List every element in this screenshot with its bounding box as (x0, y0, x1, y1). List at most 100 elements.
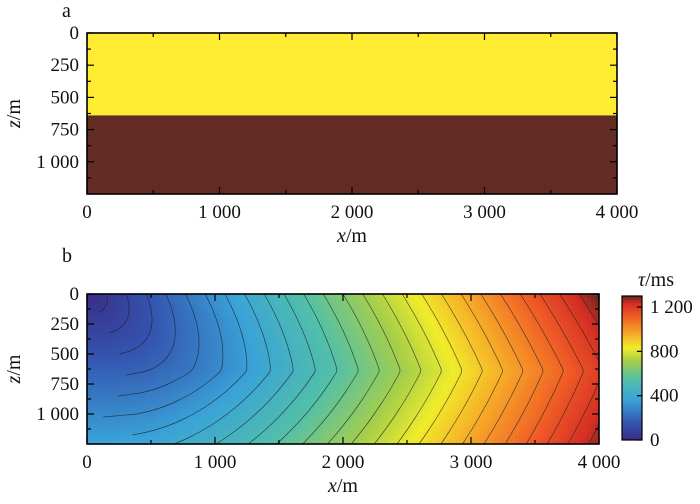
field-cell (335, 396, 340, 402)
field-cell (443, 321, 448, 327)
field-cell (287, 428, 292, 433)
field-cell (491, 424, 496, 429)
field-cell (411, 392, 416, 398)
field-cell (547, 361, 552, 366)
field-cell (567, 345, 572, 350)
field-cell (155, 404, 160, 410)
field-cell (455, 333, 460, 339)
field-cell (555, 440, 560, 444)
field-cell (535, 436, 540, 441)
field-cell (391, 384, 396, 390)
field-cell (147, 376, 152, 382)
field-cell (299, 392, 304, 398)
field-cell (347, 388, 352, 394)
field-cell (263, 432, 268, 437)
field-cell (175, 294, 180, 299)
field-cell (419, 301, 424, 307)
field-cell (375, 321, 380, 327)
field-cell (251, 361, 256, 366)
field-cell (559, 297, 564, 303)
field-cell (575, 372, 580, 378)
field-cell (327, 384, 332, 390)
field-cell (307, 380, 312, 386)
field-cell (459, 313, 464, 319)
field-cell (343, 349, 348, 354)
field-cell (143, 333, 148, 339)
field-cell (115, 345, 120, 350)
field-cell (471, 333, 476, 339)
field-cell (279, 380, 284, 386)
field-cell (451, 388, 456, 394)
field-cell (99, 440, 104, 444)
field-cell (375, 297, 380, 303)
field-cell (371, 432, 376, 437)
field-cell (487, 297, 492, 303)
field-cell (351, 392, 356, 398)
field-cell (267, 408, 272, 414)
field-cell (347, 329, 352, 335)
field-cell (407, 428, 412, 433)
field-cell (459, 353, 464, 358)
field-cell (271, 349, 276, 354)
field-cell (207, 400, 212, 406)
field-cell (315, 440, 320, 444)
field-cell (95, 337, 100, 342)
field-cell (491, 321, 496, 327)
field-cell (275, 337, 280, 342)
field-cell (479, 424, 484, 429)
field-cell (263, 388, 268, 394)
field-cell (207, 365, 212, 370)
field-cell (587, 301, 592, 307)
field-cell (407, 376, 412, 382)
field-cell (443, 309, 448, 315)
field-cell (135, 357, 140, 362)
field-cell (315, 384, 320, 390)
field-cell (571, 329, 576, 335)
field-cell (403, 440, 408, 444)
field-cell (367, 365, 372, 370)
field-cell (271, 317, 276, 323)
field-cell (191, 297, 196, 303)
field-cell (243, 317, 248, 323)
field-cell (523, 372, 528, 378)
contour-line (99, 294, 108, 313)
field-cell (575, 349, 580, 354)
field-cell (135, 349, 140, 354)
field-cell (275, 440, 280, 444)
field-cell (99, 353, 104, 358)
field-cell (439, 432, 444, 437)
field-cell (227, 400, 232, 406)
field-cell (219, 428, 224, 433)
field-cell (275, 392, 280, 398)
field-cell (319, 432, 324, 437)
contour-line (119, 294, 153, 355)
field-cell (315, 325, 320, 331)
field-cell (299, 321, 304, 327)
field-cell (263, 396, 268, 402)
field-cell (499, 341, 504, 346)
field-cell (491, 369, 496, 374)
field-cell (531, 341, 536, 346)
field-cell (419, 357, 424, 362)
field-cell (95, 380, 100, 386)
field-cell (391, 329, 396, 335)
field-cell (267, 440, 272, 444)
field-cell (563, 294, 568, 299)
field-cell (191, 440, 196, 444)
field-cell (91, 357, 96, 362)
field-cell (135, 341, 140, 346)
field-cell (459, 392, 464, 398)
field-cell (227, 337, 232, 342)
contour-line (519, 294, 564, 444)
field-cell (295, 388, 300, 394)
field-cell (455, 349, 460, 354)
field-cell (115, 317, 120, 323)
field-cell (579, 369, 584, 374)
field-cell (255, 321, 260, 327)
field-cell (427, 420, 432, 425)
field-cell (331, 353, 336, 358)
field-cell (443, 408, 448, 414)
field-cell (463, 416, 468, 421)
field-cell (291, 357, 296, 362)
field-cell (319, 333, 324, 339)
